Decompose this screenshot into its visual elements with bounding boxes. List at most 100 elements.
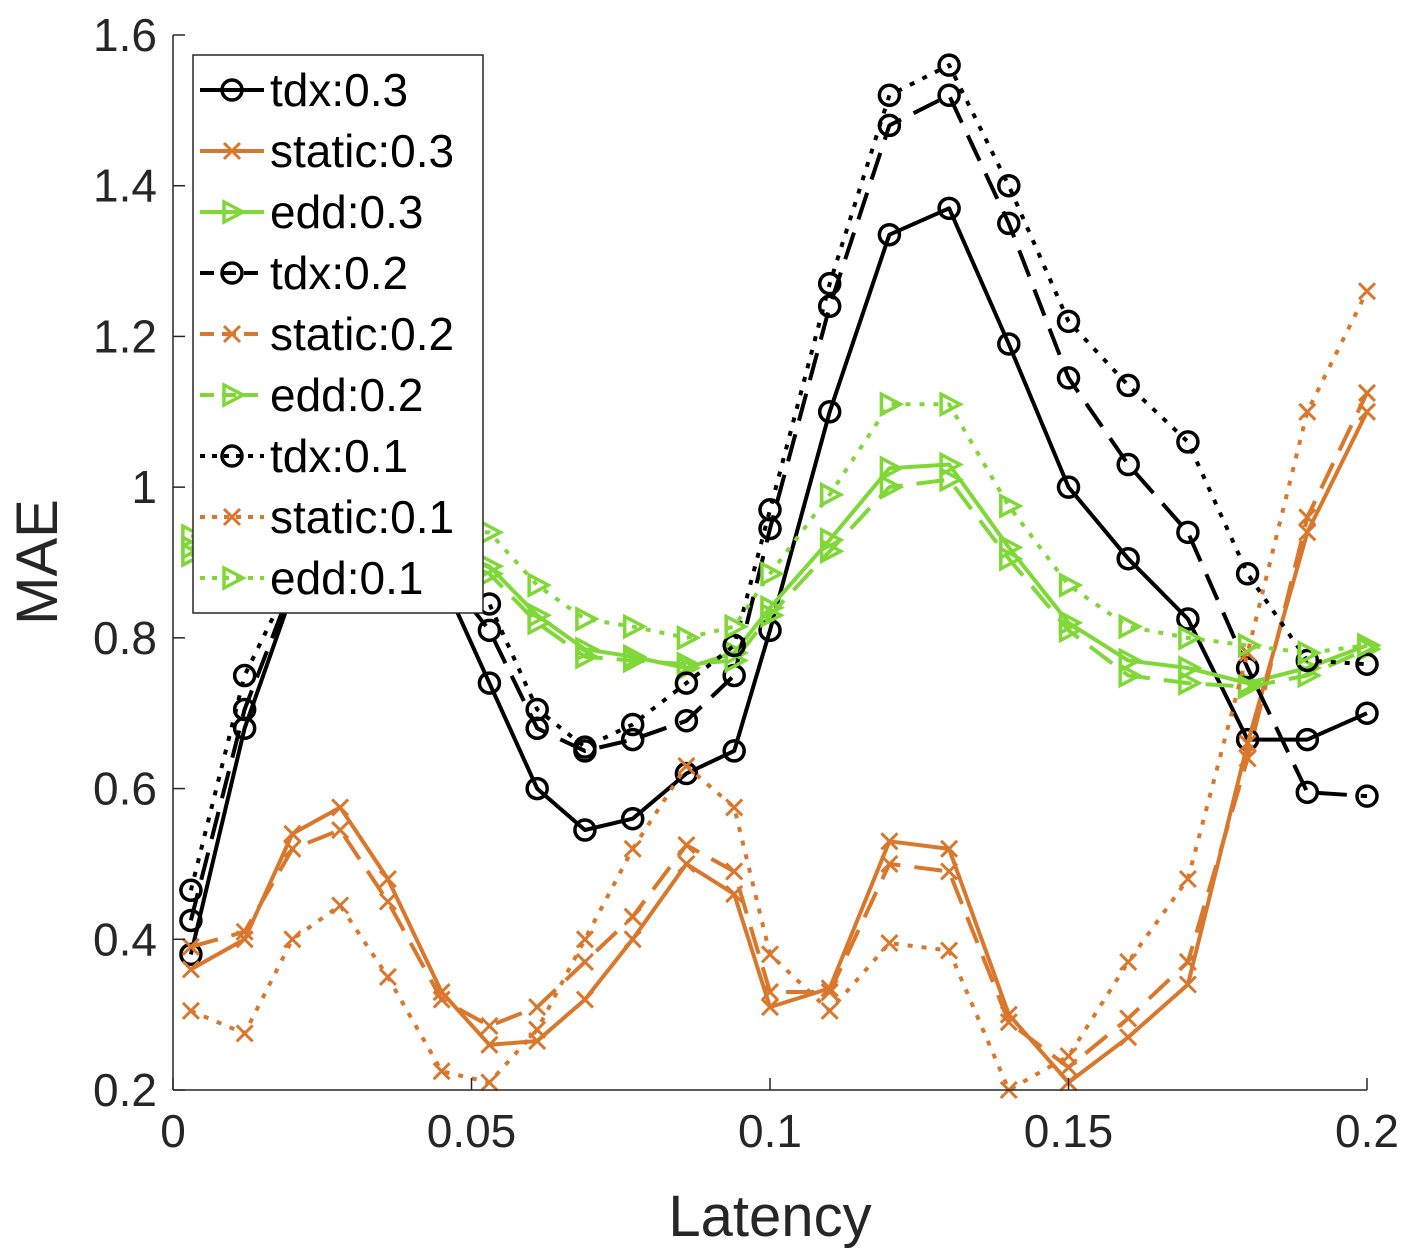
data-point-tdx-0-1-18 [1116,373,1140,398]
data-point-edd-0-3-15 [939,451,964,478]
data-point-tdx-0-1-22 [1355,652,1379,676]
data-point-edd-0-1-11 [724,613,749,640]
data-point-static-0-1-8 [575,930,594,949]
data-point-tdx-0-2-10 [674,709,699,733]
data-point-tdx-0-3-19 [1176,607,1200,631]
data-point-edd-0-1-12 [760,560,785,587]
data-point-static-0-3-15 [940,839,959,858]
data-point-edd-0-1-19 [1178,624,1203,651]
legend-label: tdx:0.1 [270,430,408,482]
data-point-static-0-3-20 [1238,734,1257,753]
series-line-static-0-1 [190,290,1369,1092]
x-tick-label: 0 [160,1105,186,1157]
data-point-tdx-0-1-10 [674,671,699,695]
legend-box [192,54,484,614]
data-point-static-0-2-19 [1178,952,1197,971]
data-point-edd-0-1-7 [527,572,552,599]
data-point-edd-0-2-14 [879,474,905,501]
data-point-edd-0-2-15 [939,466,964,493]
data-point-tdx-0-1-8 [573,735,597,759]
series-group [179,53,1381,1100]
data-point-tdx-0-3-21 [1295,727,1320,752]
data-point-edd-0-1-14 [879,391,905,418]
data-point-tdx-0-3-10 [674,761,699,786]
data-point-edd-0-2-9 [622,647,648,674]
data-point-static-0-2-7 [528,998,547,1017]
x-axis-label: Latency [668,1184,871,1249]
legend-item-edd-0-3: edd:0.3 [200,186,423,238]
data-point-static-0-1-3 [331,896,350,915]
data-point-edd-0-2-12 [760,602,785,629]
y-tick-label: 1.4 [93,160,157,212]
data-point-static-0-2-13 [820,982,839,1002]
legend-marker-edd-0-3 [222,199,247,225]
data-point-edd-0-3-14 [879,455,905,482]
data-point-tdx-0-1-16 [997,173,1021,198]
legend-label: static:0.2 [270,308,454,360]
data-point-static-0-1-10 [677,756,696,776]
data-point-static-0-3-8 [575,990,594,1009]
data-point-tdx-0-3-7 [525,776,549,801]
legend-item-static-0-2: static:0.2 [200,308,454,360]
legend-marker-static-0-2 [222,324,242,344]
legend-marker-static-0-3 [222,141,242,161]
data-point-tdx-0-3-17 [1056,475,1081,499]
legend-marker-edd-0-1 [222,565,247,591]
data-point-tdx-0-3-14 [877,222,902,247]
data-point-tdx-0-3-13 [817,400,842,424]
data-point-static-0-2-3 [331,820,350,840]
data-point-tdx-0-3-18 [1116,546,1140,571]
y-tick-label: 1 [131,461,157,513]
data-point-static-0-1-5 [432,1062,451,1081]
data-point-tdx-0-2-9 [620,727,645,752]
data-point-edd-0-3-19 [1178,655,1203,681]
data-point-tdx-0-1-7 [525,697,549,722]
legend-marker-edd-0-2 [222,382,247,408]
x-tick-label: 0.15 [1024,1105,1114,1157]
data-point-static-0-1-1 [235,1024,254,1043]
data-point-edd-0-2-8 [575,643,600,670]
legend-label: tdx:0.2 [270,247,408,299]
data-point-static-0-2-10 [677,836,696,855]
data-point-edd-0-1-22 [1357,632,1381,659]
legend-label: tdx:0.3 [270,64,408,116]
data-point-tdx-0-1-21 [1295,648,1320,673]
data-point-static-0-2-4 [378,892,397,911]
data-point-tdx-0-2-6 [477,618,502,643]
data-point-tdx-0-2-15 [937,83,961,108]
data-point-tdx-0-1-12 [758,498,782,522]
y-tick-label: 0.4 [93,913,157,965]
data-point-tdx-0-1-0 [179,878,203,903]
data-point-static-0-2-14 [880,854,899,873]
legend-marker-tdx-0-2 [220,261,244,285]
data-point-static-0-2-5 [432,990,451,1009]
data-point-tdx-0-1-1 [232,663,257,688]
legend: tdx:0.3 static:0.3 edd:0.3 tdx:0.2 static:0.… [192,54,484,614]
data-point-static-0-1-4 [378,967,397,987]
x-tick-label: 0.1 [738,1105,802,1157]
data-point-static-0-1-19 [1178,869,1197,889]
data-point-static-0-3-3 [331,798,350,817]
data-point-tdx-0-1-19 [1176,430,1200,454]
data-point-static-0-3-6 [480,1035,499,1054]
data-point-tdx-0-2-21 [1295,780,1320,805]
data-point-tdx-0-2-16 [997,211,1021,236]
data-point-tdx-0-1-20 [1235,562,1260,586]
data-point-edd-0-1-13 [819,481,845,508]
data-point-edd-0-2-19 [1178,670,1203,696]
data-point-static-0-2-2 [283,839,302,858]
data-point-tdx-0-3-22 [1355,701,1379,725]
data-point-tdx-0-1-17 [1056,309,1081,334]
legend-label: edd:0.2 [270,369,423,421]
data-point-tdx-0-2-0 [179,908,203,933]
data-point-tdx-0-2-22 [1355,784,1379,808]
data-point-static-0-3-2 [283,824,302,843]
data-point-static-0-3-18 [1119,1028,1138,1047]
series-layer [179,53,1381,1100]
legend-item-tdx-0-1: tdx:0.1 [200,430,408,482]
y-tick-label: 0.6 [93,763,157,815]
data-point-static-0-1-18 [1119,952,1138,971]
data-point-tdx-0-3-0 [179,942,203,967]
legend-label: edd:0.1 [270,552,423,604]
